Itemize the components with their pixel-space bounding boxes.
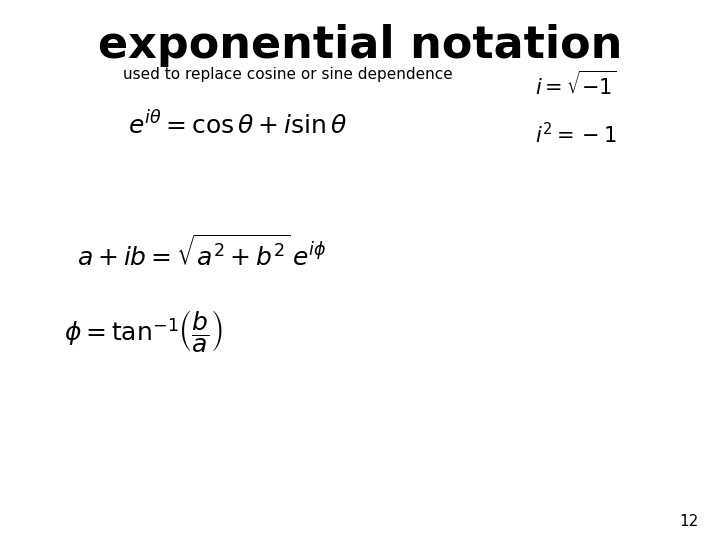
Text: $\phi = \tan^{-1}\!\left(\dfrac{b}{a}\right)$: $\phi = \tan^{-1}\!\left(\dfrac{b}{a}\ri… (64, 308, 224, 354)
Text: exponential notation: exponential notation (98, 24, 622, 68)
Text: $i = \sqrt{-1}$: $i = \sqrt{-1}$ (535, 70, 617, 99)
Text: used to replace cosine or sine dependence: used to replace cosine or sine dependenc… (123, 68, 453, 83)
Text: 12: 12 (679, 514, 698, 529)
Text: $e^{i\theta} = \cos\theta + i\sin\theta$: $e^{i\theta} = \cos\theta + i\sin\theta$ (128, 111, 347, 139)
Text: $a + ib = \sqrt{a^2 + b^2}\,e^{i\phi}$: $a + ib = \sqrt{a^2 + b^2}\,e^{i\phi}$ (77, 235, 326, 271)
Text: $i^2 = -1$: $i^2 = -1$ (535, 122, 617, 147)
